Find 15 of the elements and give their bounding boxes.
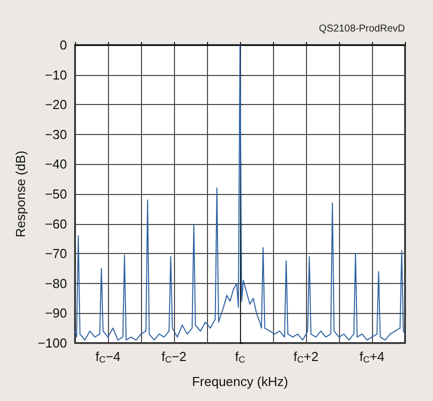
x-axis-title: Frequency (kHz) xyxy=(192,374,288,389)
y-tick-label: −10 xyxy=(44,67,67,82)
y-tick-label: −90 xyxy=(44,306,67,321)
y-tick-label: −60 xyxy=(44,216,67,232)
y-tick-label: 0 xyxy=(60,38,67,52)
y-axis-title: Response (dB) xyxy=(12,150,28,238)
y-tick-label: −50 xyxy=(44,186,67,202)
line-series xyxy=(74,44,406,341)
y-tick-label: −20 xyxy=(44,97,67,112)
y-tick-label: −30 xyxy=(44,126,67,142)
y-tick-label: −100 xyxy=(38,336,67,350)
y-tick-label: −70 xyxy=(44,246,67,262)
text: QS2108-ProdRevD xyxy=(318,24,406,34)
y-tick-label: −40 xyxy=(44,156,67,172)
y-tick-label: −80 xyxy=(44,276,67,291)
